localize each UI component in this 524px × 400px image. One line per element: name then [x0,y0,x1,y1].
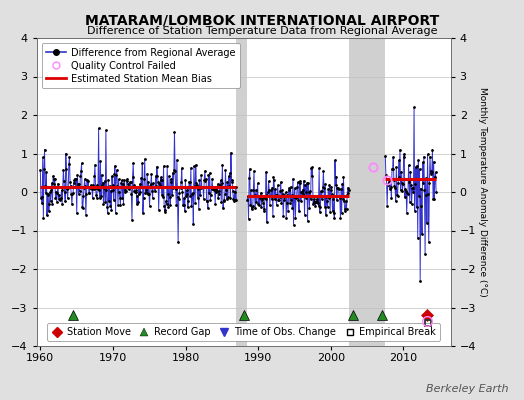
Bar [236,38,247,346]
Legend: Station Move, Record Gap, Time of Obs. Change, Empirical Break: Station Move, Record Gap, Time of Obs. C… [47,323,440,341]
Y-axis label: Monthly Temperature Anomaly Difference (°C): Monthly Temperature Anomaly Difference (… [478,87,487,297]
Bar [349,38,385,346]
Text: Berkeley Earth: Berkeley Earth [426,384,508,394]
Text: MATARAM/LOMBOK INTERNATIONAL AIRPORT: MATARAM/LOMBOK INTERNATIONAL AIRPORT [85,14,439,28]
Text: Difference of Station Temperature Data from Regional Average: Difference of Station Temperature Data f… [87,26,437,36]
